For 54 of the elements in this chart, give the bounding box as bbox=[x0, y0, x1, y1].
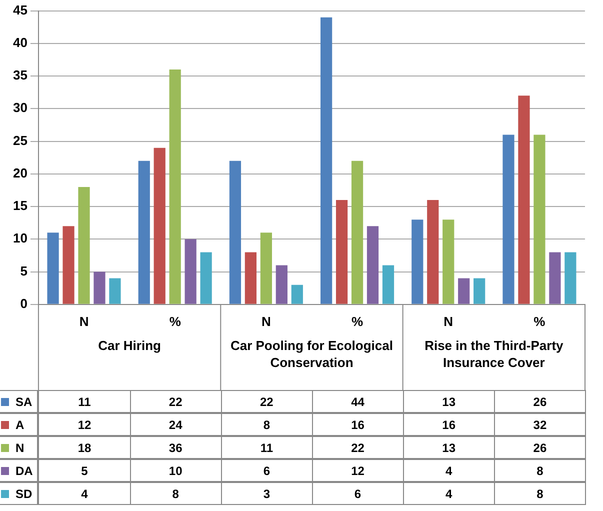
x-tick-label: % bbox=[534, 314, 546, 329]
data-label: 16 bbox=[402, 413, 495, 436]
y-tick-label: 5 bbox=[20, 263, 28, 278]
x-tick-label: N bbox=[261, 314, 271, 329]
data-label: 18 bbox=[38, 436, 131, 459]
data-label: 13 bbox=[402, 436, 495, 459]
x-tick-label: % bbox=[351, 314, 364, 329]
data-label: 6 bbox=[220, 459, 313, 482]
x-tick-label: N bbox=[444, 314, 454, 329]
data-label: 4 bbox=[402, 459, 495, 482]
data-label: 3 bbox=[220, 482, 313, 505]
data-label: 11 bbox=[220, 436, 313, 459]
data-label: 12 bbox=[38, 413, 131, 436]
y-tick-label: 0 bbox=[20, 296, 28, 311]
text: Car Hiring bbox=[98, 338, 162, 354]
x-tick-label: N bbox=[79, 314, 89, 329]
data-label: 8 bbox=[130, 482, 222, 505]
data-label: 5 bbox=[38, 459, 131, 482]
y-tick-label: 30 bbox=[12, 100, 28, 116]
x-tick-label: % bbox=[169, 314, 182, 329]
data-label: 4 bbox=[38, 482, 131, 505]
y-tick-label: 25 bbox=[12, 132, 28, 148]
legend-label: SD bbox=[0, 482, 38, 505]
y-tick-label: 15 bbox=[12, 198, 28, 214]
data-label: 16 bbox=[312, 413, 404, 436]
y-tick-label: 45 bbox=[12, 2, 28, 18]
data-label: 10 bbox=[130, 459, 222, 482]
legend-label: N bbox=[0, 436, 38, 459]
data-label: 22 bbox=[220, 390, 313, 413]
y-tick-label: 40 bbox=[12, 35, 28, 50]
data-label: 44 bbox=[312, 390, 404, 413]
legend-label: SA bbox=[0, 390, 38, 413]
legend-label: DA bbox=[0, 459, 38, 482]
data-label: 13 bbox=[402, 390, 495, 413]
data-label: 32 bbox=[494, 413, 586, 436]
y-tick-label: 10 bbox=[12, 230, 28, 246]
data-label: 22 bbox=[312, 436, 404, 459]
data-label: 26 bbox=[494, 436, 586, 459]
data-label: 36 bbox=[130, 436, 222, 459]
y-tick-label: 35 bbox=[12, 68, 28, 83]
text: Rise in the Third-Party Insurance Cover bbox=[424, 338, 564, 370]
data-label: 4 bbox=[402, 482, 495, 505]
data-label: 11 bbox=[38, 390, 131, 413]
data-label: 8 bbox=[494, 459, 586, 482]
legend-label: A bbox=[0, 413, 38, 436]
data-label: 8 bbox=[220, 413, 313, 436]
data-label: 22 bbox=[130, 390, 222, 413]
text: Car Pooling for Ecological Conservation bbox=[230, 338, 393, 370]
data-label: 6 bbox=[312, 482, 404, 505]
y-tick-label: 20 bbox=[12, 165, 28, 180]
data-label: 12 bbox=[312, 459, 404, 482]
data-label: 24 bbox=[130, 413, 222, 436]
data-label: 26 bbox=[494, 390, 586, 413]
data-label: 8 bbox=[494, 482, 586, 505]
